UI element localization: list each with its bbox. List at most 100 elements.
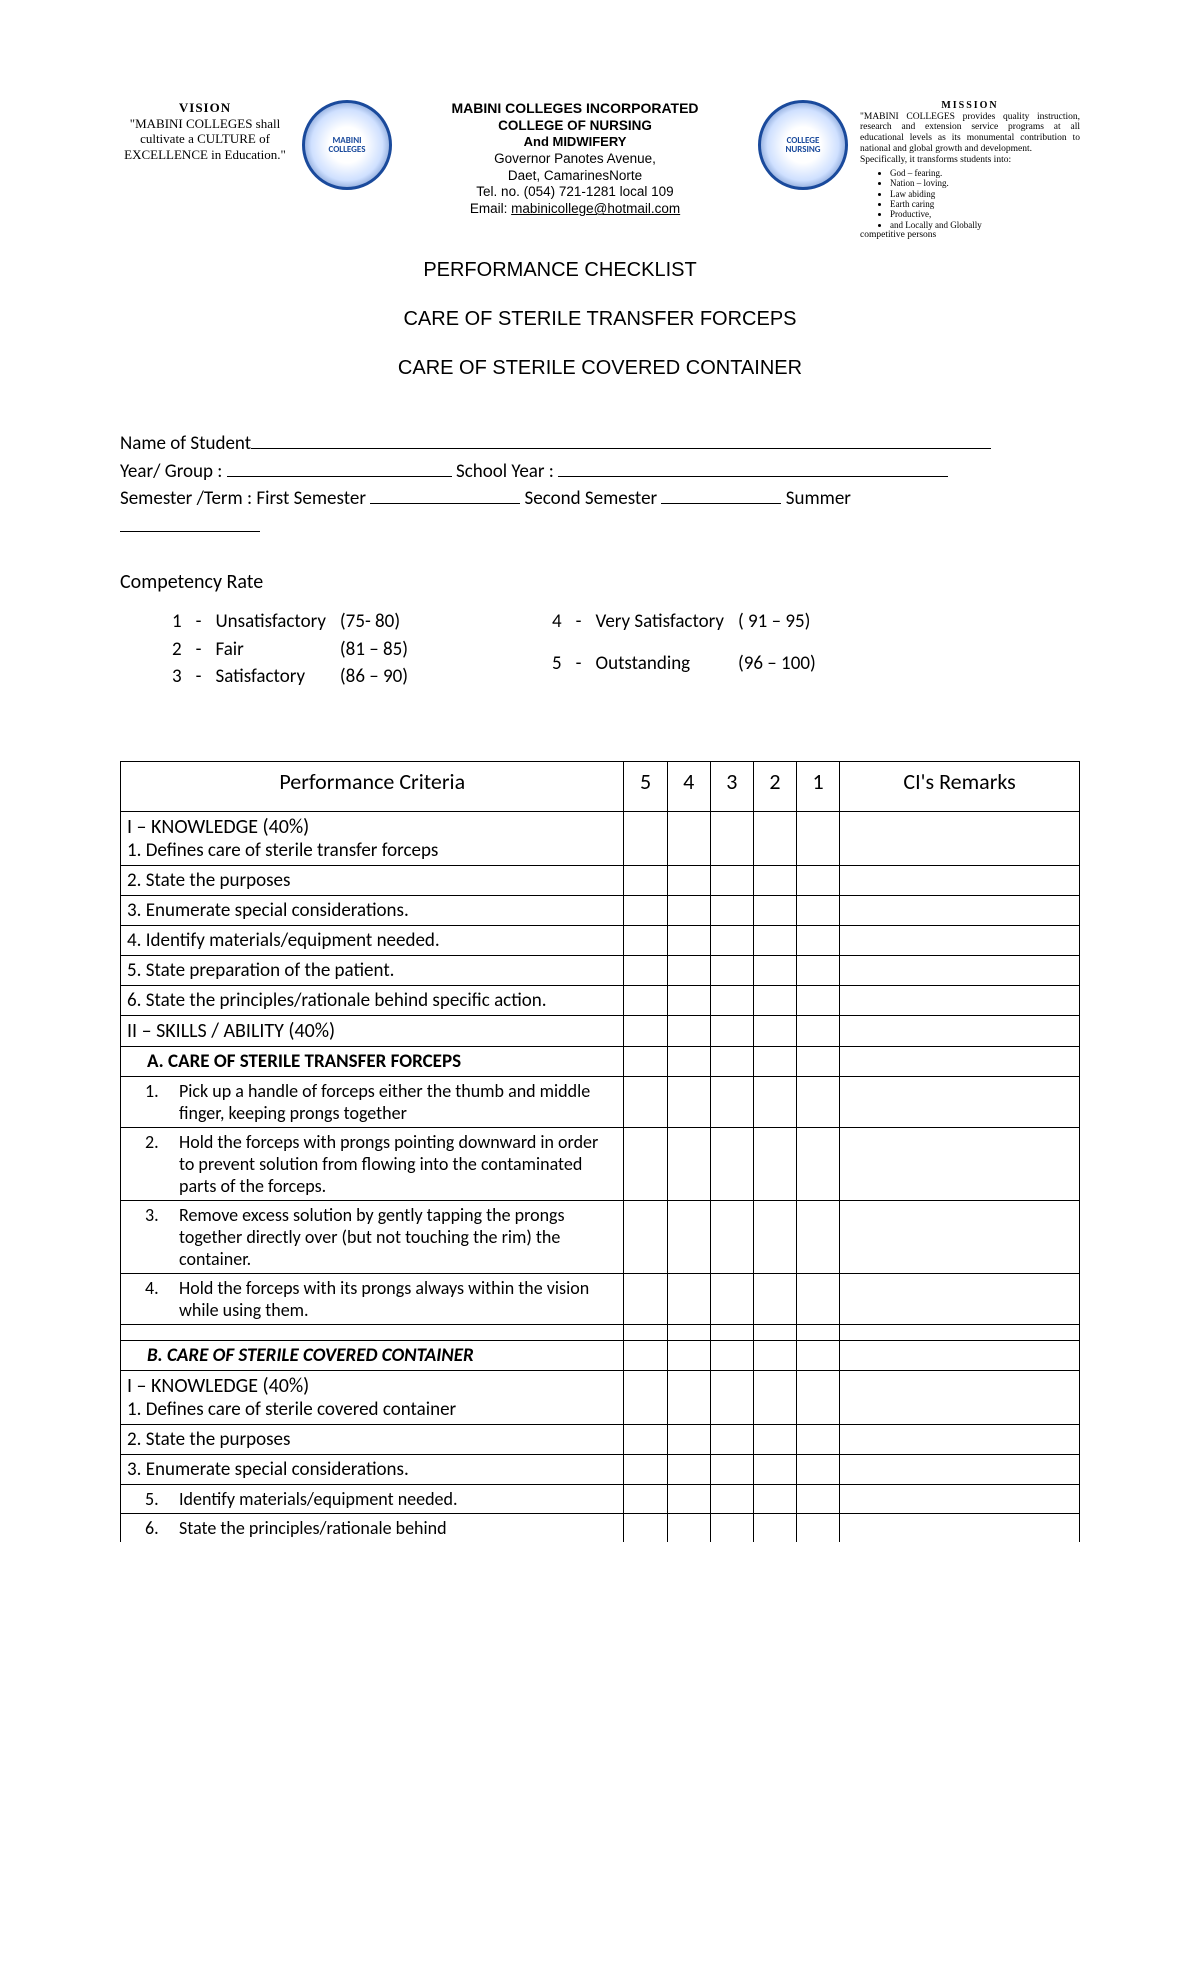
year-field[interactable]	[227, 476, 452, 477]
rating-cell[interactable]	[710, 1200, 753, 1273]
rating-cell[interactable]	[667, 1370, 710, 1424]
second-sem-field[interactable]	[661, 503, 781, 504]
rating-cell[interactable]	[840, 895, 1080, 925]
rating-cell[interactable]	[797, 1513, 840, 1542]
rating-cell[interactable]	[624, 865, 667, 895]
rating-cell[interactable]	[710, 1513, 753, 1542]
rating-cell[interactable]	[710, 895, 753, 925]
rating-cell[interactable]	[624, 895, 667, 925]
rating-cell[interactable]	[797, 1370, 840, 1424]
rating-cell[interactable]	[667, 1484, 710, 1513]
rating-cell[interactable]	[797, 1273, 840, 1324]
rating-cell[interactable]	[667, 1200, 710, 1273]
rating-cell[interactable]	[840, 811, 1080, 865]
summer-field[interactable]	[120, 531, 260, 532]
rating-cell[interactable]	[797, 985, 840, 1015]
rating-cell[interactable]	[624, 1076, 667, 1127]
rating-cell[interactable]	[840, 1454, 1080, 1484]
rating-cell[interactable]	[753, 955, 796, 985]
rating-cell[interactable]	[753, 1370, 796, 1424]
rating-cell[interactable]	[840, 1076, 1080, 1127]
rating-cell[interactable]	[797, 895, 840, 925]
rating-cell[interactable]	[840, 1046, 1080, 1076]
rating-cell[interactable]	[667, 955, 710, 985]
rating-cell[interactable]	[797, 811, 840, 865]
rating-cell[interactable]	[710, 1424, 753, 1454]
first-sem-field[interactable]	[370, 503, 520, 504]
rating-cell[interactable]	[840, 955, 1080, 985]
rating-cell[interactable]	[840, 1273, 1080, 1324]
rating-cell[interactable]	[753, 985, 796, 1015]
rating-cell[interactable]	[667, 1513, 710, 1542]
rating-cell[interactable]	[624, 1046, 667, 1076]
rating-cell[interactable]	[753, 1340, 796, 1370]
rating-cell[interactable]	[624, 925, 667, 955]
rating-cell[interactable]	[667, 1046, 710, 1076]
rating-cell[interactable]	[753, 1513, 796, 1542]
rating-cell[interactable]	[710, 1015, 753, 1046]
rating-cell[interactable]	[840, 1513, 1080, 1542]
rating-cell[interactable]	[667, 811, 710, 865]
rating-cell[interactable]	[667, 865, 710, 895]
rating-cell[interactable]	[797, 1127, 840, 1200]
rating-cell[interactable]	[667, 1015, 710, 1046]
rating-cell[interactable]	[710, 1076, 753, 1127]
rating-cell[interactable]	[624, 1273, 667, 1324]
rating-cell[interactable]	[797, 1454, 840, 1484]
rating-cell[interactable]	[667, 1273, 710, 1324]
rating-cell[interactable]	[753, 1200, 796, 1273]
name-field[interactable]	[251, 448, 991, 449]
rating-cell[interactable]	[710, 985, 753, 1015]
rating-cell[interactable]	[797, 1340, 840, 1370]
rating-cell[interactable]	[840, 985, 1080, 1015]
rating-cell[interactable]	[667, 1340, 710, 1370]
rating-cell[interactable]	[710, 1046, 753, 1076]
rating-cell[interactable]	[710, 1454, 753, 1484]
rating-cell[interactable]	[840, 1127, 1080, 1200]
rating-cell[interactable]	[797, 1200, 840, 1273]
rating-cell[interactable]	[667, 1076, 710, 1127]
rating-cell[interactable]	[667, 1127, 710, 1200]
rating-cell[interactable]	[797, 1015, 840, 1046]
rating-cell[interactable]	[753, 895, 796, 925]
rating-cell[interactable]	[624, 1370, 667, 1424]
rating-cell[interactable]	[840, 1424, 1080, 1454]
rating-cell[interactable]	[797, 1046, 840, 1076]
rating-cell[interactable]	[840, 1015, 1080, 1046]
rating-cell[interactable]	[624, 1340, 667, 1370]
rating-cell[interactable]	[753, 811, 796, 865]
rating-cell[interactable]	[667, 1454, 710, 1484]
rating-cell[interactable]	[753, 1015, 796, 1046]
rating-cell[interactable]	[797, 865, 840, 895]
rating-cell[interactable]	[667, 1424, 710, 1454]
rating-cell[interactable]	[753, 1046, 796, 1076]
rating-cell[interactable]	[624, 985, 667, 1015]
rating-cell[interactable]	[624, 1200, 667, 1273]
rating-cell[interactable]	[624, 1454, 667, 1484]
rating-cell[interactable]	[797, 925, 840, 955]
rating-cell[interactable]	[797, 955, 840, 985]
rating-cell[interactable]	[624, 811, 667, 865]
rating-cell[interactable]	[753, 1454, 796, 1484]
rating-cell[interactable]	[710, 865, 753, 895]
rating-cell[interactable]	[840, 925, 1080, 955]
rating-cell[interactable]	[840, 1340, 1080, 1370]
rating-cell[interactable]	[624, 1015, 667, 1046]
rating-cell[interactable]	[624, 1127, 667, 1200]
rating-cell[interactable]	[753, 1076, 796, 1127]
email-link[interactable]: mabinicollege@hotmail.com	[511, 201, 680, 216]
rating-cell[interactable]	[753, 1424, 796, 1454]
rating-cell[interactable]	[624, 1424, 667, 1454]
rating-cell[interactable]	[710, 811, 753, 865]
rating-cell[interactable]	[797, 1484, 840, 1513]
rating-cell[interactable]	[753, 1484, 796, 1513]
rating-cell[interactable]	[667, 925, 710, 955]
rating-cell[interactable]	[710, 1127, 753, 1200]
rating-cell[interactable]	[797, 1076, 840, 1127]
rating-cell[interactable]	[840, 865, 1080, 895]
rating-cell[interactable]	[624, 1484, 667, 1513]
rating-cell[interactable]	[710, 1273, 753, 1324]
rating-cell[interactable]	[710, 1340, 753, 1370]
rating-cell[interactable]	[797, 1424, 840, 1454]
rating-cell[interactable]	[753, 925, 796, 955]
